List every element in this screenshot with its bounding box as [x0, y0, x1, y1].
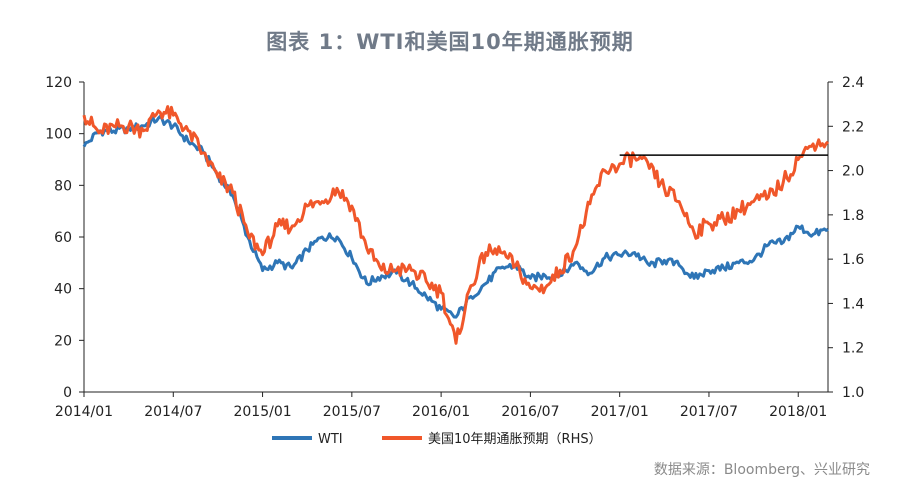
x-tick-label: 2016/07: [501, 404, 559, 420]
x-tick-label: 2015/01: [233, 404, 291, 420]
y-right-tick-label: 2.4: [842, 75, 864, 91]
chart-title: 图表 1：WTI和美国10年期通胀预期: [266, 30, 634, 54]
axes: 0 20 40 60 80 100 120 1.0 1.2 1.4 1.6 1.8 2.0 2.2 2.4 2…: [45, 75, 864, 420]
y-right-tick-label: 2.2: [842, 119, 864, 135]
x-tick-label: 2015/07: [323, 404, 381, 420]
wti-line: [82, 114, 829, 319]
x-tick-label: 2014/07: [144, 404, 202, 420]
y-left-tick-label: 0: [63, 385, 72, 401]
y-right-tick-label: 1.4: [842, 296, 864, 312]
source-note: 数据来源：Bloomberg、兴业研究: [653, 462, 870, 478]
y-right-tick-label: 1.0: [842, 385, 864, 401]
y-left-tick-label: 80: [54, 178, 72, 194]
series-layer: [82, 105, 830, 345]
y-right-tick-label: 1.6: [842, 252, 864, 268]
x-tick-label: 2016/01: [412, 404, 470, 420]
breakeven-line: [82, 105, 830, 345]
y-left-tick-label: 40: [54, 282, 72, 298]
y-left-tick-label: 100: [45, 127, 72, 143]
legend: WTI 美国10年期通胀预期（RHS）: [272, 432, 602, 447]
y-left-tick-label: 120: [45, 75, 72, 91]
y-right-tick-label: 1.8: [842, 208, 864, 224]
y-left-tick-label: 60: [54, 230, 72, 246]
x-tick-label: 2017/01: [591, 404, 649, 420]
x-tick-label: 2017/07: [680, 404, 738, 420]
y-right-tick-label: 1.2: [842, 341, 864, 357]
x-tick-label: 2014/01: [55, 404, 113, 420]
legend-item-wti-label: WTI: [318, 432, 343, 447]
legend-item-breakeven-label: 美国10年期通胀预期（RHS）: [428, 432, 602, 447]
y-right-tick-label: 2.0: [842, 164, 864, 180]
y-left-tick-label: 20: [54, 333, 72, 349]
x-tick-label: 2018/01: [769, 404, 827, 420]
